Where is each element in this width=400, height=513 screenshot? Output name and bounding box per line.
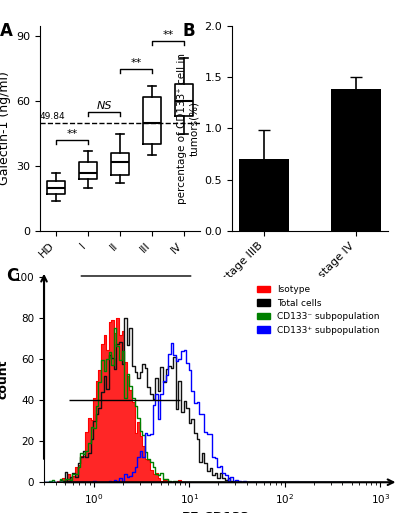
Text: NS: NS xyxy=(96,101,112,111)
Y-axis label: count: count xyxy=(0,360,9,399)
Text: A: A xyxy=(0,22,13,40)
Text: stage: stage xyxy=(119,292,153,302)
Text: C: C xyxy=(6,267,18,285)
Legend: Isotype, Total cells, CD133⁻ subpopulation, CD133⁺ subpopulation: Isotype, Total cells, CD133⁻ subpopulati… xyxy=(253,282,384,338)
Text: B: B xyxy=(182,22,195,40)
Text: 49.84: 49.84 xyxy=(40,112,66,121)
Text: **: ** xyxy=(162,30,174,40)
Text: **: ** xyxy=(130,58,142,68)
Bar xyxy=(239,159,290,231)
Bar xyxy=(330,89,381,231)
Y-axis label: Galectin-1 (ng/ml): Galectin-1 (ng/ml) xyxy=(0,71,10,185)
X-axis label: PE-CD133: PE-CD133 xyxy=(182,511,250,513)
Y-axis label: percentage of CD133⁺ cell in
tumors(%): percentage of CD133⁺ cell in tumors(%) xyxy=(177,53,199,204)
Text: **: ** xyxy=(66,129,78,139)
